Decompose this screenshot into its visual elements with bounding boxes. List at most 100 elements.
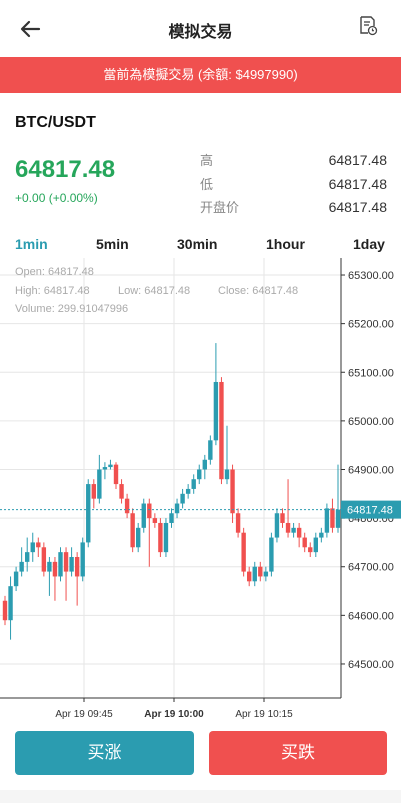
candle-body xyxy=(208,440,213,460)
candle-body xyxy=(224,469,230,480)
y-tick-label: 64900.00 xyxy=(348,464,394,476)
candle-body xyxy=(258,566,263,577)
candle-body xyxy=(280,513,285,523)
candle-body xyxy=(152,518,158,523)
buy-up-button[interactable]: 买涨 xyxy=(15,731,194,775)
candle-body xyxy=(8,586,13,621)
tab-1min[interactable]: 1min xyxy=(15,236,48,252)
candle-body xyxy=(47,561,52,572)
candle-body xyxy=(319,532,324,538)
candle-body xyxy=(302,537,307,548)
candle-body xyxy=(335,509,341,528)
candle-body xyxy=(308,547,313,553)
candle-body xyxy=(108,464,113,468)
ohlc-close: Close: 64817.48 xyxy=(218,285,299,297)
candle-body xyxy=(74,557,80,577)
high-value: 64817.48 xyxy=(328,152,387,168)
candle-body xyxy=(285,522,291,533)
candle-body xyxy=(69,557,74,572)
open-price-value: 64817.48 xyxy=(328,199,387,215)
current-price: 64817.48 xyxy=(15,156,116,183)
candle-body xyxy=(213,381,219,441)
buy-down-button[interactable]: 买跌 xyxy=(209,731,387,775)
candle-body xyxy=(119,484,124,499)
candle-body xyxy=(202,459,207,470)
candle-body xyxy=(296,527,302,538)
high-label: 高 xyxy=(200,153,214,168)
candle-body xyxy=(25,552,30,562)
ohlc-high: High: 64817.48 xyxy=(15,285,90,297)
candle-body xyxy=(36,542,41,548)
candle-body xyxy=(141,503,146,528)
page-title: 模拟交易 xyxy=(168,24,233,41)
tab-1hour[interactable]: 1hour xyxy=(266,236,305,252)
order-history-button[interactable] xyxy=(357,15,379,37)
candlestick-chart[interactable]: 65300.00 65200.00 65100.00 65000.00 64900.00… xyxy=(0,258,401,724)
candle-body xyxy=(80,542,85,577)
candle-body xyxy=(2,600,8,621)
candle-body xyxy=(235,513,241,533)
candle-body xyxy=(30,542,35,553)
arrow-left-icon xyxy=(20,20,41,38)
candle-body xyxy=(19,561,24,572)
candle-body xyxy=(219,381,224,480)
chart-canvas[interactable]: 65300.00 65200.00 65100.00 65000.00 64900.00… xyxy=(0,258,401,724)
candle-body xyxy=(185,488,191,494)
ohlc-volume: Volume: 299.91047996 xyxy=(15,303,129,315)
candle-body xyxy=(230,469,235,514)
low-value: 64817.48 xyxy=(328,176,387,192)
order-history-icon xyxy=(360,16,378,36)
y-tick-label: 64600.00 xyxy=(348,610,394,622)
demo-balance-banner: 當前為模擬交易 (余額: $4997990) xyxy=(0,57,401,93)
last-price-label: 64817.48 xyxy=(347,505,393,517)
app-header: 模拟交易 xyxy=(0,0,401,57)
x-tick-label: Apr 19 10:15 xyxy=(235,709,293,720)
candle-body xyxy=(324,508,330,533)
candle-body xyxy=(97,469,102,499)
candle-body xyxy=(52,561,58,577)
low-label: 低 xyxy=(200,177,214,192)
candle-body xyxy=(41,547,47,572)
candle-body xyxy=(102,467,108,470)
ohlc-low: Low: 64817.48 xyxy=(118,285,191,297)
tab-5min[interactable]: 5min xyxy=(96,236,129,252)
back-button[interactable] xyxy=(18,16,44,42)
candle-body xyxy=(130,513,135,548)
candle-body xyxy=(58,552,63,577)
candle-body xyxy=(13,571,19,587)
candle-body xyxy=(158,522,163,553)
candle-body xyxy=(91,484,96,499)
candle-body xyxy=(163,522,169,553)
last-price-tag xyxy=(341,500,401,519)
y-tick-label: 65200.00 xyxy=(348,319,394,331)
y-tick-label: 64700.00 xyxy=(348,562,394,574)
candle-body xyxy=(252,566,257,582)
candle-body xyxy=(63,552,69,572)
candle-body xyxy=(263,571,269,577)
candle-body xyxy=(197,469,202,480)
candle-body xyxy=(274,513,280,538)
ohlc-open: Open: 64817.48 xyxy=(15,266,94,278)
candle-body xyxy=(291,527,296,533)
candle-body xyxy=(86,484,91,543)
candle-body xyxy=(180,493,185,504)
y-tick-label: 65100.00 xyxy=(348,367,394,379)
candle-body xyxy=(147,503,152,519)
candle-body xyxy=(313,537,318,553)
x-tick-label: Apr 19 09:45 xyxy=(55,709,113,720)
candle-body xyxy=(136,527,141,548)
candle-body xyxy=(113,464,119,485)
candle-body xyxy=(241,532,246,572)
candle-body xyxy=(191,479,196,489)
timeframe-tabs: 1min 5min 30min 1hour 1day xyxy=(0,228,401,258)
candle-body xyxy=(169,513,174,523)
candle-body xyxy=(269,537,274,572)
candle-body xyxy=(330,508,335,528)
bottom-safe-area xyxy=(0,790,401,803)
candle-body xyxy=(124,498,130,514)
y-tick-label: 64500.00 xyxy=(348,659,394,671)
tab-1day[interactable]: 1day xyxy=(353,236,385,252)
tab-30min[interactable]: 30min xyxy=(177,236,218,252)
y-tick-label: 65000.00 xyxy=(348,416,394,428)
y-tick-label: 65300.00 xyxy=(348,270,394,282)
